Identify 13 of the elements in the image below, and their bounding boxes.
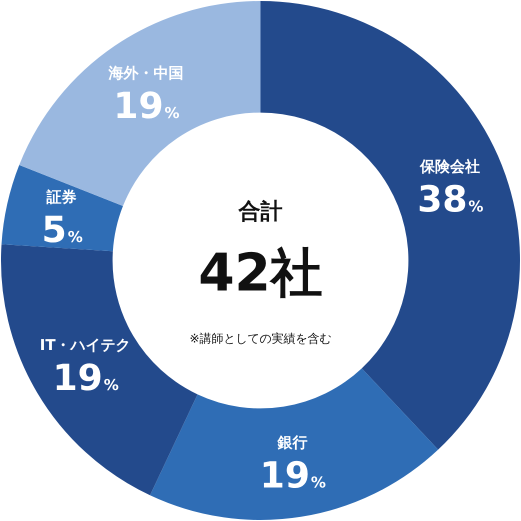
text: 合計 [238,200,282,224]
data-label: 19% [52,358,119,400]
slice-label: 銀行 [276,434,308,452]
data-label: 38% [417,180,484,221]
slice-label: IT・ハイテク [40,336,131,354]
slice-label: 海外・中国 [108,64,184,82]
slice-label: 証券 [46,188,77,206]
data-label: 19% [113,86,180,128]
text: 42社 [198,244,323,304]
text: ※講師としての実績を含む [189,332,332,346]
data-label: 19% [260,456,326,497]
slice-label: 保険会社 [418,158,480,176]
data-label: 5% [42,210,83,252]
